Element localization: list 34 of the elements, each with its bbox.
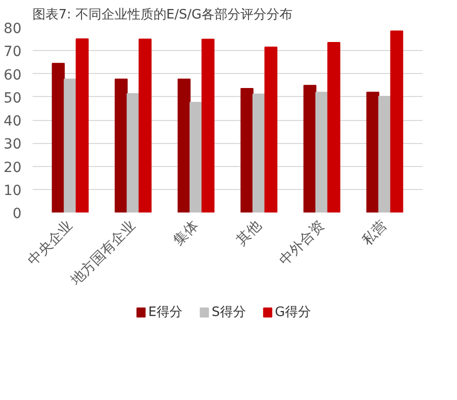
bar [126,93,140,212]
chart-title: 图表7: 不同企业性质的E/S/G各部分评分分布 [32,8,293,22]
bar [390,30,404,212]
y-tick-label: 0 [12,206,22,222]
x-tick-label: 中外合资 [276,218,328,269]
legend-label: S得分 [212,305,246,320]
x-tick-label: 集体 [170,218,202,249]
bar [315,92,328,212]
x-tick-label: 中央企业 [24,218,76,269]
y-tick-label: 60 [4,67,22,84]
bar [264,46,278,212]
bar [76,38,89,212]
y-tick-label: 20 [4,160,22,176]
legend-label: E得分 [148,305,182,320]
bar [190,102,203,212]
x-tick-label: 其他 [233,218,265,249]
y-tick-label: 70 [4,44,22,60]
y-tick-label: 80 [4,21,22,37]
bar [52,62,65,212]
y-tick-label: 40 [4,114,22,130]
y-tick-label: 10 [4,182,22,199]
y-tick-label: 30 [4,136,22,153]
bar [366,92,380,212]
y-tick-label: 50 [4,90,22,106]
bar [327,42,340,212]
bar [303,84,316,212]
bar [178,78,191,212]
bar [240,88,254,212]
bar [138,38,152,212]
bar [252,94,266,212]
legend-label: G得分 [274,305,311,320]
bar [114,78,128,212]
bar [202,38,214,212]
x-tick-label: 私营 [359,218,390,249]
